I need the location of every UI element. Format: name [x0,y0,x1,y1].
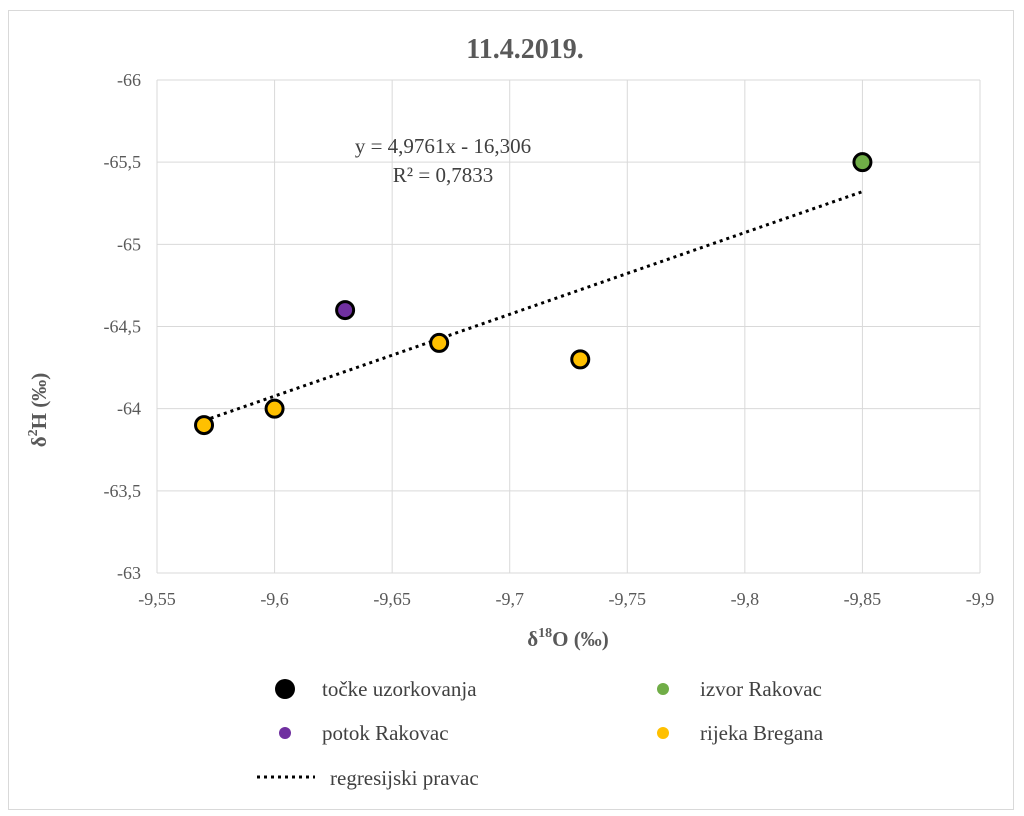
data-point [264,398,285,419]
data-point [852,152,873,173]
data-point [194,415,215,436]
chart-title: 11.4.2019. [466,34,583,65]
legend-marker [657,683,669,695]
regression-r2: R² = 0,7833 [393,163,493,187]
regression-line [203,190,863,423]
y-tick-labels: -63 -63,5 -64 -64,5 -65 -65,5 -66 [104,70,142,583]
data-points [194,152,873,436]
x-tick-label: -9,7 [495,589,524,609]
y-tick-label: -65 [117,234,141,254]
legend-marker [275,679,295,699]
y-tick-label: -64 [117,399,141,419]
legend: točke uzorkovanja izvor Rakovac potok Rako… [257,677,824,790]
x-tick-label: -9,8 [731,589,760,609]
data-point [570,349,591,370]
legend-marker [279,727,291,739]
legend-label: rijeka Bregana [700,721,824,745]
y-tick-label: -65,5 [104,152,142,172]
x-tick-labels: -9,55 -9,6 -9,65 -9,7 -9,75 -9,8 -9,85 -9,9 [138,589,994,609]
data-point [335,300,356,321]
x-tick-label: -9,9 [966,589,995,609]
x-axis-label: δ18O (‰) [527,626,608,651]
y-tick-label: -66 [117,70,141,90]
x-tick-label: -9,85 [844,589,882,609]
chart-frame [8,10,1014,810]
legend-label: regresijski pravac [330,766,479,790]
grid [156,79,981,574]
y-tick-label: -63 [117,563,141,583]
y-tick-label: -63,5 [104,481,142,501]
regression-equation: y = 4,9761x - 16,306 [355,134,531,158]
x-tick-label: -9,6 [260,589,289,609]
legend-label: točke uzorkovanja [322,677,477,701]
x-tick-label: -9,75 [609,589,647,609]
legend-marker [657,727,669,739]
legend-label: potok Rakovac [322,721,449,745]
y-axis-label: δ2H (‰) [26,373,51,447]
data-point [429,332,450,353]
x-tick-label: -9,65 [373,589,411,609]
x-tick-label: -9,55 [138,589,176,609]
legend-label: izvor Rakovac [700,677,822,701]
y-tick-label: -64,5 [104,317,142,337]
